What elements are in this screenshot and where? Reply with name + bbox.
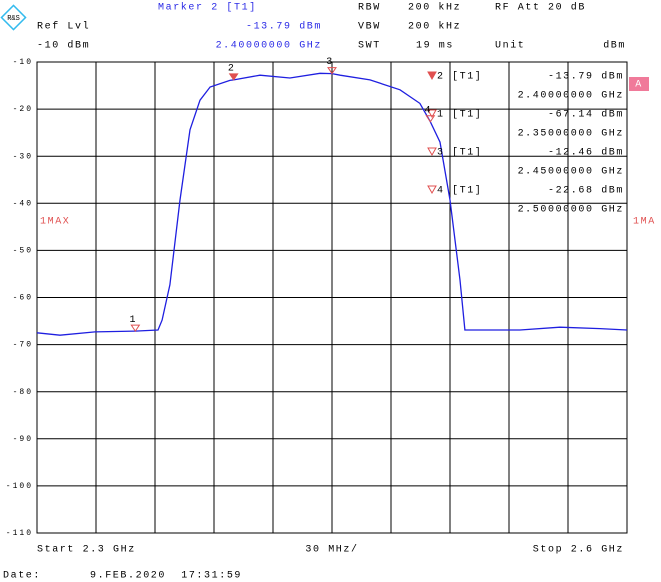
table-marker-id: 4 [437, 186, 445, 197]
trace [36, 72, 628, 336]
table-marker-level: -13.79 dBm [548, 71, 624, 83]
logo-text: R&S [7, 15, 20, 23]
table-marker-id: 2 [437, 72, 445, 83]
table-marker-freq: 2.45000000 GHz [518, 167, 624, 178]
marker-number: 2 [228, 63, 236, 74]
swt-label: SWT [358, 41, 381, 52]
y-tick-label: -100 [6, 482, 33, 491]
marker-symbol [228, 73, 239, 81]
marker-title: Marker 2 [T1] [158, 2, 257, 14]
stop-label: Stop 2.6 GHz [533, 545, 624, 556]
table-marker-id: 1 [437, 110, 445, 121]
marker-symbol [130, 324, 141, 333]
marker-symbol [425, 115, 436, 123]
marker-number: 3 [326, 57, 334, 68]
y-tick-label: -30 [13, 152, 33, 161]
trace-label: 1MA [633, 217, 656, 228]
table-marker-tag: [T1] [452, 147, 482, 159]
rbw: 200 kHz [408, 2, 461, 14]
logo-diamond [0, 4, 27, 31]
rf-att: 20 dB [548, 2, 586, 14]
vbw-label: VBW [358, 22, 381, 33]
swt: 19 ms [416, 41, 454, 52]
table-marker-freq: 2.40000000 GHz [518, 91, 624, 102]
vbw: 200 kHz [408, 21, 461, 33]
marker-freq: 2.40000000 GHz [216, 41, 322, 52]
table-marker-icon [427, 147, 437, 157]
y-tick-label: -20 [13, 105, 33, 114]
marker-number: 1 [130, 315, 138, 326]
table-marker-icon [427, 71, 437, 81]
table-marker-tag: [T1] [452, 185, 482, 197]
y-tick-label: -60 [13, 294, 33, 303]
y-tick-label: -50 [13, 247, 33, 256]
ref-lvl: -10 dBm [37, 40, 90, 52]
badge-box [629, 77, 649, 91]
table-marker-tag: [T1] [452, 71, 482, 83]
table-marker-tag: [T1] [452, 109, 482, 121]
rbw-label: RBW [358, 3, 381, 14]
table-marker-level: -12.46 dBm [548, 147, 624, 159]
start-label: Start 2.3 GHz [37, 545, 136, 556]
date: 9.FEB.2020 17:31:59 [90, 571, 242, 582]
y-tick-label: -70 [13, 341, 33, 350]
table-marker-level: -67.14 dBm [548, 109, 624, 121]
marker-number: 4 [425, 105, 433, 116]
trace-label: 1MAX [40, 217, 70, 228]
rf-att-label: RF Att [495, 3, 541, 14]
table-marker-id: 3 [437, 148, 445, 159]
marker-symbol [327, 67, 337, 75]
y-tick-label: -40 [13, 199, 33, 208]
ref-lvl-label: Ref Lvl [37, 21, 90, 33]
marker-level: -13.79 dBm [246, 21, 322, 33]
unit: dBm [603, 40, 626, 52]
table-marker-freq: 2.35000000 GHz [518, 129, 624, 140]
badge: A [635, 80, 643, 91]
span-label: 30 MHz/ [305, 544, 358, 556]
unit-label: Unit [495, 40, 525, 52]
y-tick-label: -110 [6, 529, 33, 538]
date-label: Date: [3, 571, 41, 582]
table-marker-freq: 2.50000000 GHz [518, 205, 624, 216]
logo: R&S [0, 4, 27, 31]
table-marker-level: -22.68 dBm [548, 185, 624, 197]
table-marker-icon [427, 109, 437, 119]
y-tick-label: -80 [13, 388, 33, 397]
y-tick-label: -90 [13, 435, 33, 444]
table-marker-icon [427, 185, 437, 195]
y-tick-label: -10 [13, 58, 33, 67]
